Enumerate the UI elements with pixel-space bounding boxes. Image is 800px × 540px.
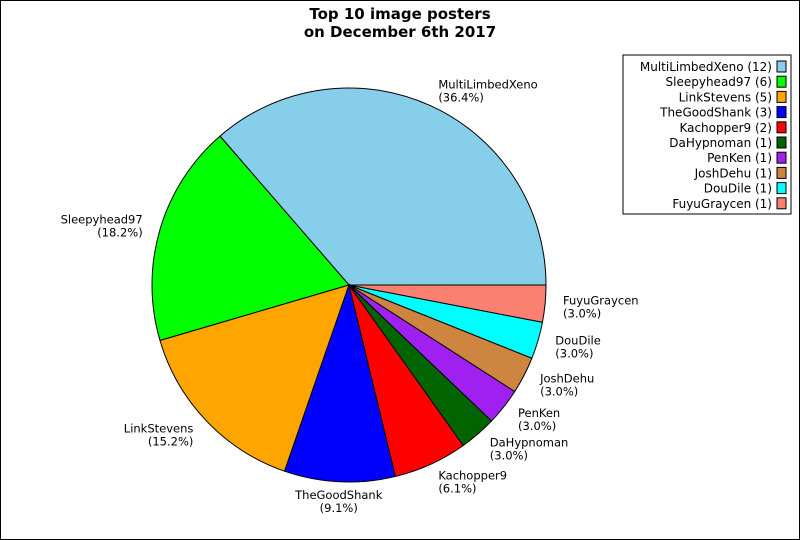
legend-swatch-multilimbedxeno [776, 60, 787, 73]
legend-label-fuyugraycen: FuyuGraycen (1) [672, 197, 772, 211]
legend-label-linkstevens: LinkStevens (5) [679, 90, 772, 104]
legend-swatch-joshdehu [776, 166, 787, 179]
slice-label-multilimbedxeno: MultiLimbedXeno (36.4%) [438, 77, 537, 104]
legend-swatch-doudile [776, 182, 787, 195]
legend-swatch-penken [776, 151, 787, 164]
slice-label-linkstevens: LinkStevens (15.2%) [124, 421, 194, 448]
legend-label-thegoodshank: TheGoodShank (3) [659, 106, 772, 120]
legend-box [622, 54, 792, 215]
slice-label-doudile: DouDile (3.0%) [555, 334, 601, 361]
slice-label-joshdehu: JoshDehu (3.0%) [539, 372, 594, 399]
slice-label-penken: PenKen (3.0%) [518, 406, 560, 433]
slice-label-sleepyhead97: Sleepyhead97 (18.2%) [61, 212, 143, 239]
legend-swatch-dahypnoman [776, 136, 787, 149]
slice-label-thegoodshank: TheGoodShank (9.1%) [294, 488, 383, 515]
pie-slice-thegoodshank [283, 283, 397, 483]
legend-label-kachopper9: Kachopper9 (2) [679, 121, 772, 135]
slice-label-kachopper9: Kachopper9 (6.1%) [438, 469, 507, 496]
legend-label-penken: PenKen (1) [707, 151, 772, 165]
pie-slice-linkstevens [159, 284, 350, 472]
pie-slice-fuyugraycen [348, 284, 547, 323]
legend-swatch-fuyugraycen [776, 197, 787, 210]
chart-title-line1: Top 10 image posters [309, 5, 490, 23]
legend-label-joshdehu: JoshDehu (1) [694, 166, 772, 180]
legend-swatch-thegoodshank [776, 106, 787, 119]
legend-label-multilimbedxeno: MultiLimbedXeno (12) [640, 60, 772, 74]
slice-label-fuyugraycen: FuyuGraycen (3.0%) [563, 293, 639, 320]
pie-slice-sleepyhead97 [151, 135, 350, 342]
legend-swatch-sleepyhead97 [776, 75, 787, 88]
legend-swatch-kachopper9 [776, 121, 787, 134]
legend-label-sleepyhead97: Sleepyhead97 (6) [666, 75, 772, 89]
legend-label-dahypnoman: DaHypnoman (1) [669, 136, 772, 150]
pie-slice-multilimbedxeno [219, 87, 547, 286]
pie-slices [151, 87, 547, 483]
legend: MultiLimbedXeno (12)Sleepyhead97 (6)Link… [622, 54, 792, 215]
slice-labels: MultiLimbedXeno (36.4%) Sleepyhead97 (18.2%… [61, 77, 639, 514]
slice-label-dahypnoman: DaHypnoman (3.0%) [490, 435, 569, 462]
legend-label-doudile: DouDile (1) [704, 182, 772, 196]
legend-swatch-linkstevens [776, 90, 787, 103]
chart-title-line2: on December 6th 2017 [304, 23, 496, 41]
